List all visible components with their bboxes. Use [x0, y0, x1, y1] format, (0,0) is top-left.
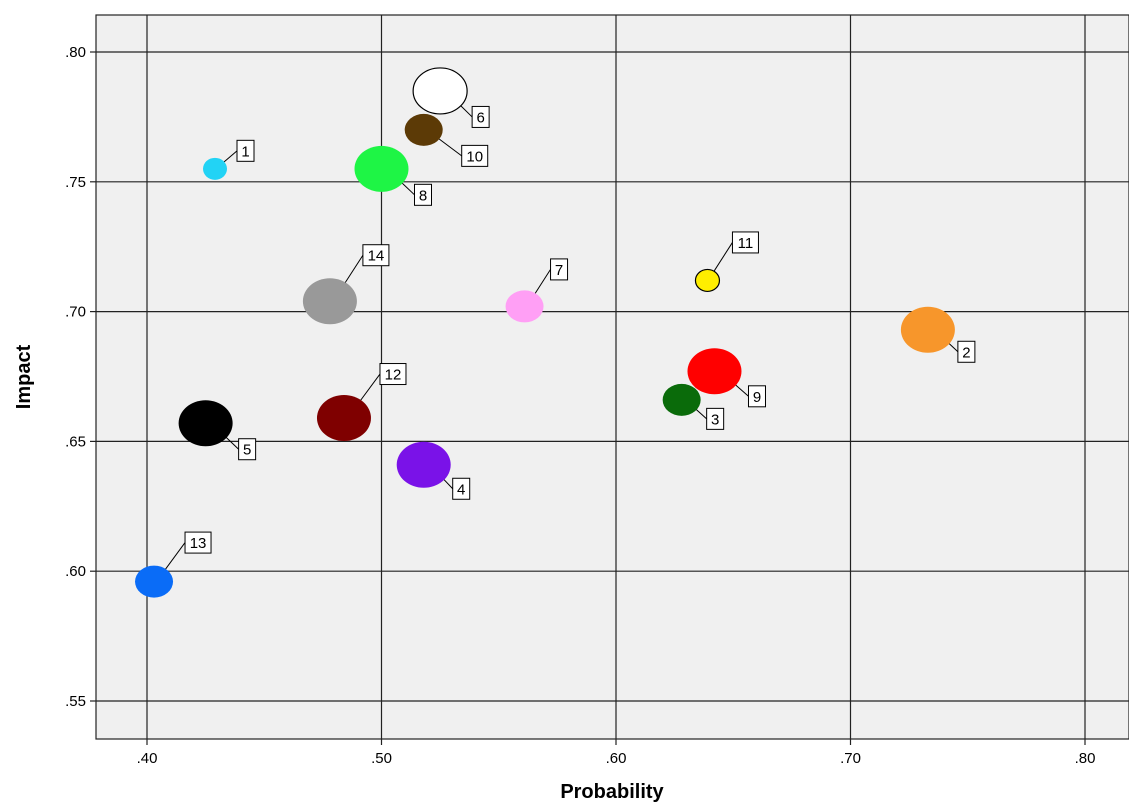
point-label-box-3	[706, 407, 725, 430]
leader-line-3	[694, 408, 707, 420]
point-label-6: 6	[476, 109, 484, 126]
point-label-4: 4	[457, 481, 465, 498]
leader-line-12	[358, 373, 381, 403]
y-tick-label: .65	[65, 433, 86, 450]
data-point-2	[900, 306, 955, 353]
label-leader-lines	[164, 103, 959, 571]
point-label-box-8	[414, 183, 432, 206]
leader-line-7	[533, 269, 551, 295]
point-label-box-10	[461, 144, 489, 167]
point-label-1: 1	[241, 143, 249, 160]
data-point-4	[396, 441, 451, 488]
plot-area	[95, 14, 1129, 740]
y-tick-label: .55	[65, 693, 86, 710]
y-axis-ticks: .55 .60 .65 .70 .75 .80	[65, 44, 96, 710]
leader-line-5	[224, 435, 239, 450]
leader-line-14	[343, 254, 364, 285]
data-point-13	[135, 565, 174, 598]
data-point-8	[354, 145, 409, 192]
data-point-3	[662, 383, 701, 416]
x-tick-label: .60	[606, 750, 627, 767]
y-tick-label: .75	[65, 174, 86, 191]
y-tick-label: .70	[65, 304, 86, 321]
leader-line-10	[437, 137, 463, 157]
leader-line-11	[712, 242, 733, 273]
x-tick-label: .70	[840, 750, 861, 767]
leader-line-13	[164, 542, 186, 571]
x-axis-title: Probability	[560, 781, 664, 803]
data-point-9	[687, 348, 742, 395]
point-label-3: 3	[711, 411, 719, 428]
leader-line-9	[733, 383, 749, 397]
point-label-2: 2	[962, 344, 970, 361]
leader-line-1	[223, 150, 238, 163]
data-point-10	[404, 113, 443, 146]
data-point-7	[505, 290, 544, 323]
data-point-1	[203, 157, 228, 180]
point-label-box-6	[471, 105, 490, 128]
data-point-12	[316, 395, 371, 442]
x-tick-label: .80	[1075, 750, 1096, 767]
point-label-7: 7	[555, 262, 563, 279]
point-label-5: 5	[243, 442, 251, 459]
y-tick-label: .60	[65, 563, 86, 580]
data-point-5	[178, 400, 233, 447]
leader-line-8	[400, 181, 415, 196]
point-label-9: 9	[753, 389, 761, 406]
point-label-box-4	[452, 477, 471, 500]
point-label-box-14	[362, 244, 390, 267]
point-label-box-9	[747, 385, 766, 408]
point-label-10: 10	[466, 148, 483, 165]
point-label-box-7	[550, 258, 569, 281]
point-label-13: 13	[190, 535, 207, 552]
data-point-6	[412, 67, 468, 115]
point-label-box-2	[957, 340, 976, 363]
point-label-11: 11	[738, 235, 754, 252]
point-label-box-1	[236, 139, 255, 162]
data-point-14	[302, 278, 357, 325]
y-tick-label: .80	[65, 44, 86, 61]
data-points	[135, 67, 955, 598]
x-tick-label: .40	[137, 750, 158, 767]
point-label-12: 12	[385, 367, 402, 384]
point-label-8: 8	[419, 187, 427, 204]
point-label-box-11	[731, 231, 759, 254]
x-tick-label: .50	[371, 750, 392, 767]
data-point-11	[694, 268, 721, 293]
point-label-box-12	[379, 363, 407, 386]
y-axis-title: Impact	[13, 344, 35, 409]
x-axis-ticks: .40 .50 .60 .70 .80	[137, 739, 1096, 767]
point-label-14: 14	[368, 248, 385, 265]
point-label-box-5	[238, 438, 257, 461]
grid-lines	[96, 15, 1129, 739]
point-label-box-13	[184, 531, 212, 554]
